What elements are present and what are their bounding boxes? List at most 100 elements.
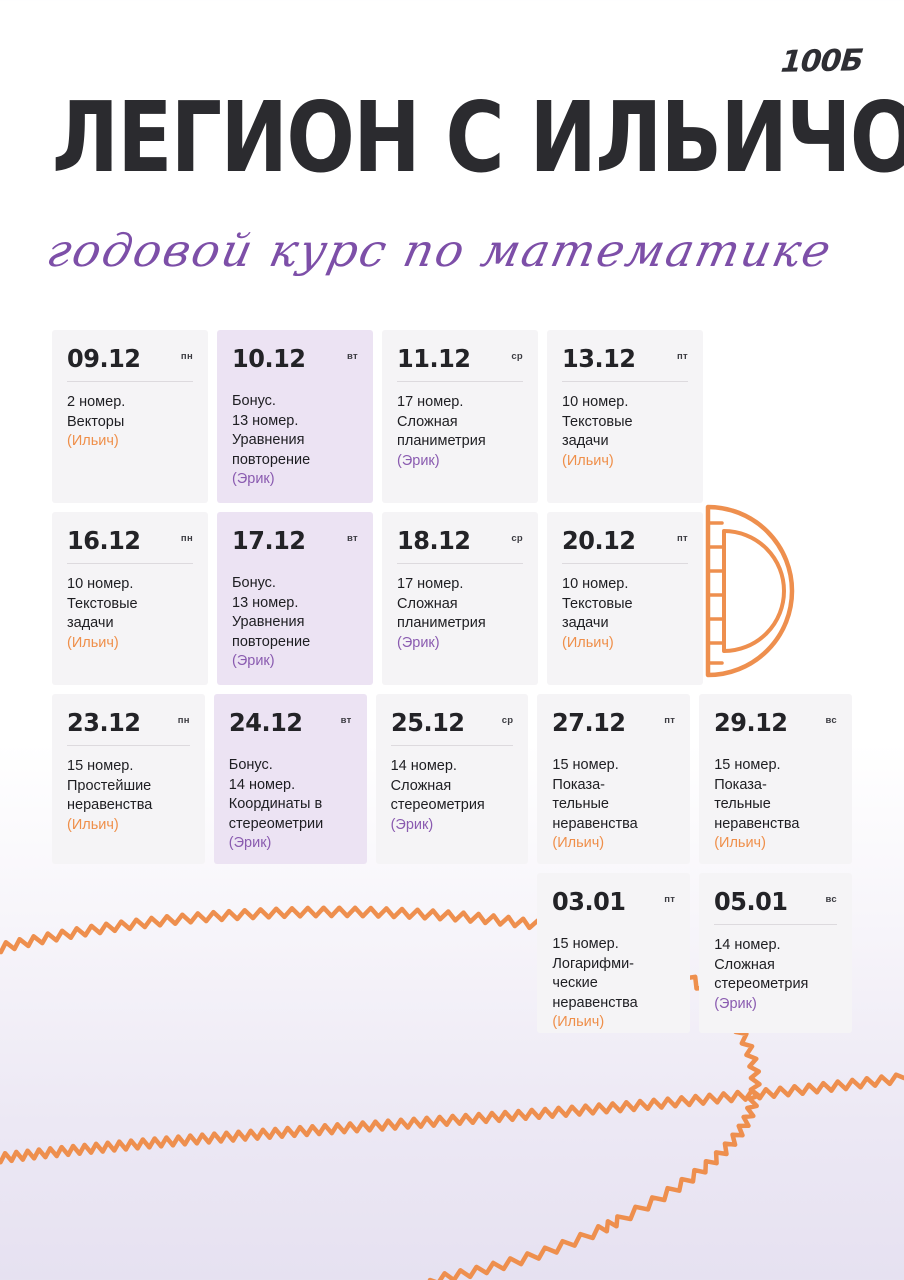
card-divider bbox=[67, 745, 190, 746]
card-teacher: (Ильич) bbox=[552, 1014, 605, 1030]
schedule-card[interactable]: 23.12 пн 15 номер. Простейшие неравенства (Ил… bbox=[52, 694, 205, 864]
card-date: 27.12 bbox=[552, 708, 626, 737]
card-date: 29.12 bbox=[714, 708, 788, 737]
card-topic-line: Сложная bbox=[714, 956, 775, 973]
card-topic-line: планиметрия bbox=[397, 433, 486, 449]
card-header: 05.01 вс bbox=[714, 889, 837, 914]
card-topic-line: Показа- bbox=[552, 776, 605, 793]
card-topic-line: Показа- bbox=[714, 776, 767, 793]
card-date: 18.12 bbox=[397, 526, 471, 555]
card-topic-line: стереометрия bbox=[714, 976, 809, 992]
card-topic-line: 2 номер. bbox=[67, 394, 126, 410]
card-header: 27.12 пт bbox=[552, 710, 675, 735]
card-header: 11.12 ср bbox=[397, 346, 523, 371]
card-date: 24.12 bbox=[228, 708, 303, 737]
card-teacher: (Эрик) bbox=[228, 835, 272, 851]
card-topic-line: задачи bbox=[562, 433, 609, 449]
card-body: 10 номер. Текстовые задачи (Ильич) bbox=[67, 575, 193, 653]
card-topic-line: повторение bbox=[232, 451, 311, 468]
card-topic-line: 14 номер. bbox=[714, 937, 781, 953]
card-header: 24.12 вт bbox=[229, 710, 352, 735]
card-body: 2 номер. Векторы (Ильич) bbox=[67, 393, 193, 452]
card-date: 10.12 bbox=[232, 344, 306, 373]
card-topic-line: 15 номер. bbox=[67, 758, 134, 774]
card-header: 17.12 вт bbox=[232, 528, 358, 553]
card-divider bbox=[562, 563, 688, 564]
card-body: Бонус. 14 номер. Координаты в стереометрии (… bbox=[229, 756, 352, 854]
card-body: 10 номер. Текстовые задачи (Ильич) bbox=[562, 575, 688, 653]
page-subtitle: годовой курс по математике bbox=[42, 224, 838, 277]
card-divider bbox=[390, 745, 514, 746]
schedule-card[interactable]: 10.12 вт Бонус. 13 номер. Уравнения повторени… bbox=[217, 330, 373, 503]
card-topic-line: 10 номер. bbox=[562, 576, 629, 592]
card-weekday: пт bbox=[664, 894, 676, 905]
schedule-card[interactable]: 20.12 пт 10 номер. Текстовые задачи (Ильич) bbox=[547, 512, 703, 685]
card-topic-line: ческие bbox=[552, 975, 598, 991]
schedule-card[interactable]: 24.12 вт Бонус. 14 номер. Координаты в стерео… bbox=[213, 694, 367, 864]
card-topic-line: Бонус. bbox=[232, 575, 276, 591]
schedule-card[interactable]: 13.12 пт 10 номер. Текстовые задачи (Ильич) bbox=[547, 330, 703, 503]
card-date: 20.12 bbox=[562, 526, 636, 555]
schedule-card[interactable]: 03.01 пт 15 номер. Логарифми-ческие неравенс… bbox=[537, 873, 691, 1033]
card-weekday: пн bbox=[177, 715, 190, 726]
card-weekday: пт bbox=[677, 533, 688, 544]
card-date: 23.12 bbox=[67, 708, 141, 737]
card-teacher: (Ильич) bbox=[562, 452, 614, 469]
card-header: 13.12 пт bbox=[562, 346, 688, 371]
card-weekday: ср bbox=[511, 351, 523, 362]
card-header: 25.12 ср bbox=[391, 710, 514, 735]
card-divider bbox=[562, 381, 688, 382]
card-topic-line: Текстовые bbox=[562, 595, 633, 612]
schedule-card[interactable]: 11.12 ср 17 номер. Сложная планиметрия (Эрик) bbox=[382, 330, 538, 503]
card-teacher: (Ильич) bbox=[67, 634, 119, 651]
card-topic-line: неравенства bbox=[552, 815, 638, 832]
card-topic-line: задачи bbox=[67, 615, 114, 631]
schedule-card[interactable]: 05.01 вс 14 номер. Сложная стереометрия (Эрик… bbox=[699, 873, 852, 1033]
card-topic-line: неравенства bbox=[67, 797, 153, 813]
card-weekday: вт bbox=[340, 715, 352, 726]
card-topic-line: Уравнения bbox=[232, 432, 305, 448]
card-header: 23.12 пн bbox=[67, 710, 190, 735]
card-topic-line: Сложная bbox=[397, 595, 458, 612]
card-body: 15 номер. Простейшие неравенства (Ильич) bbox=[67, 757, 190, 835]
card-teacher: (Эрик) bbox=[232, 653, 275, 669]
card-date: 09.12 bbox=[67, 344, 141, 373]
card-weekday: ср bbox=[511, 533, 523, 544]
card-topic-line: Сложная bbox=[397, 413, 458, 430]
schedule-card[interactable]: 09.12 пн 2 номер. Векторы (Ильич) bbox=[52, 330, 208, 503]
card-teacher: (Эрик) bbox=[714, 995, 757, 1012]
card-body: 14 номер. Сложная стереометрия (Эрик) bbox=[391, 757, 514, 835]
card-topic-line: неравенства bbox=[714, 815, 800, 832]
card-topic-line: 15 номер. bbox=[714, 757, 781, 773]
card-body: 15 номер. Показа-тельные неравенства (Ильич… bbox=[552, 756, 675, 854]
card-divider bbox=[67, 563, 193, 564]
card-body: 17 номер. Сложная планиметрия (Эрик) bbox=[397, 575, 523, 653]
schedule-card[interactable]: 18.12 ср 17 номер. Сложная планиметрия (Эрик) bbox=[382, 512, 538, 685]
card-topic-line: Векторы bbox=[67, 413, 125, 430]
card-topic-line: стереометрии bbox=[228, 815, 324, 832]
card-header: 18.12 ср bbox=[397, 528, 523, 553]
card-teacher: (Ильич) bbox=[67, 433, 119, 449]
card-weekday: вт bbox=[347, 351, 358, 362]
card-header: 10.12 вт bbox=[232, 346, 358, 371]
card-weekday: пт bbox=[664, 715, 676, 726]
card-topic-line: 10 номер. bbox=[562, 394, 629, 410]
card-topic-line: Текстовые bbox=[67, 595, 138, 612]
card-topic-line: планиметрия bbox=[397, 615, 486, 631]
card-topic-line: Логарифми- bbox=[552, 955, 635, 972]
card-teacher: (Эрик) bbox=[397, 634, 440, 651]
schedule-card[interactable]: 25.12 ср 14 номер. Сложная стереометрия (Эрик… bbox=[375, 694, 529, 864]
card-topic-line: 15 номер. bbox=[552, 936, 619, 952]
card-weekday: пн bbox=[180, 533, 193, 544]
schedule-card[interactable]: 16.12 пн 10 номер. Текстовые задачи (Ильич) bbox=[52, 512, 208, 685]
schedule-card[interactable]: 27.12 пт 15 номер. Показа-тельные неравенств… bbox=[537, 694, 691, 864]
schedule-card[interactable]: 17.12 вт Бонус. 13 номер. Уравнения повторени… bbox=[217, 512, 373, 685]
card-header: 29.12 вс bbox=[714, 710, 837, 735]
card-teacher: (Эрик) bbox=[232, 471, 275, 487]
card-date: 13.12 bbox=[562, 344, 636, 373]
card-date: 11.12 bbox=[397, 344, 471, 373]
schedule-row: 09.12 пн 2 номер. Векторы (Ильич) 10.12 вт Бону… bbox=[52, 330, 852, 503]
schedule-card[interactable]: 29.12 вс 15 номер. Показа-тельные неравенств… bbox=[699, 694, 852, 864]
card-topic-line: 17 номер. bbox=[397, 576, 464, 592]
